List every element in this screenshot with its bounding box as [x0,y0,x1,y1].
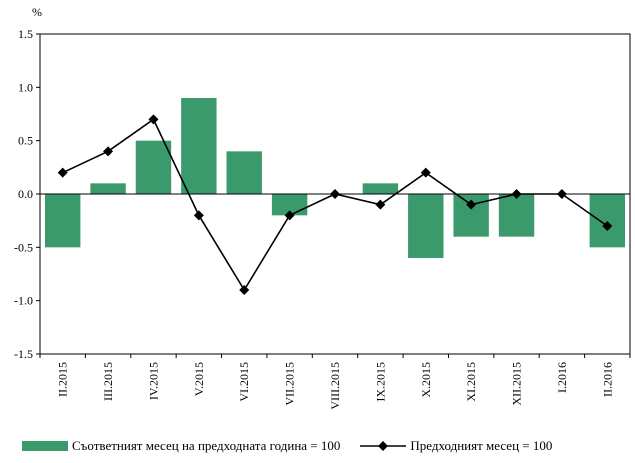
line-point [239,285,250,295]
line-point [148,114,159,125]
line-point [193,210,204,221]
line-point [420,167,431,178]
bar [362,183,399,194]
y-tick-label: -0.5 [14,240,33,254]
y-tick-label: -1.0 [14,294,33,308]
bar [90,183,126,194]
line-point [330,189,340,199]
legend-item-line: Предходният месец = 100 [360,438,552,454]
line-point [375,199,386,210]
x-tick-label: XII.2015 [510,362,524,406]
y-tick-label: -1.5 [14,347,33,361]
legend-bar-label: Съответният месец на предходната година … [72,438,341,453]
bar [589,194,626,248]
x-tick-label: II.2016 [600,362,614,397]
y-tick-label: 0.5 [18,134,33,148]
legend-item-bars: Съответният месец на предходната година … [22,438,340,454]
x-tick-label: VIII.2015 [328,362,342,410]
x-tick-label: V.2015 [192,362,206,396]
x-tick-label: IX.2015 [373,362,387,402]
bar [498,194,535,237]
legend-line-swatch [360,441,407,451]
bar [44,194,81,248]
line-point [57,167,68,178]
chart: -1.5 -1.0 -0.5 0.0 0.5 1.0 1.5% II.2015 III.2015… [14,5,631,410]
line-point [556,189,567,199]
line-point [466,199,477,210]
x-tick-label: VI.2015 [237,362,251,402]
y-tick-label: 0.0 [18,187,33,201]
line-point [602,221,613,231]
x-tick-label: III.2015 [101,362,115,401]
legend: Съответният месец на предходната година … [22,438,572,454]
bar [226,151,262,194]
x-tick-label: I.2016 [555,362,569,393]
x-tick-label: X.2015 [419,362,433,398]
x-tick-label: XI.2015 [464,362,478,402]
bar [181,98,217,194]
y-tick-label: 1.5 [18,27,33,41]
x-tick-label: IV.2015 [146,362,160,400]
y-axis-label: % [32,5,42,19]
bar [135,140,172,194]
legend-line-label: Предходният месец = 100 [410,438,553,453]
line-point [103,146,114,157]
y-tick-label: 1.0 [18,80,33,94]
line-point [284,210,295,221]
legend-bar-swatch [22,441,68,451]
bar [271,194,308,216]
bar [408,194,444,258]
line-point [511,189,522,199]
x-tick-label: II.2015 [56,362,70,397]
x-tick-label: VII.2015 [283,362,297,406]
